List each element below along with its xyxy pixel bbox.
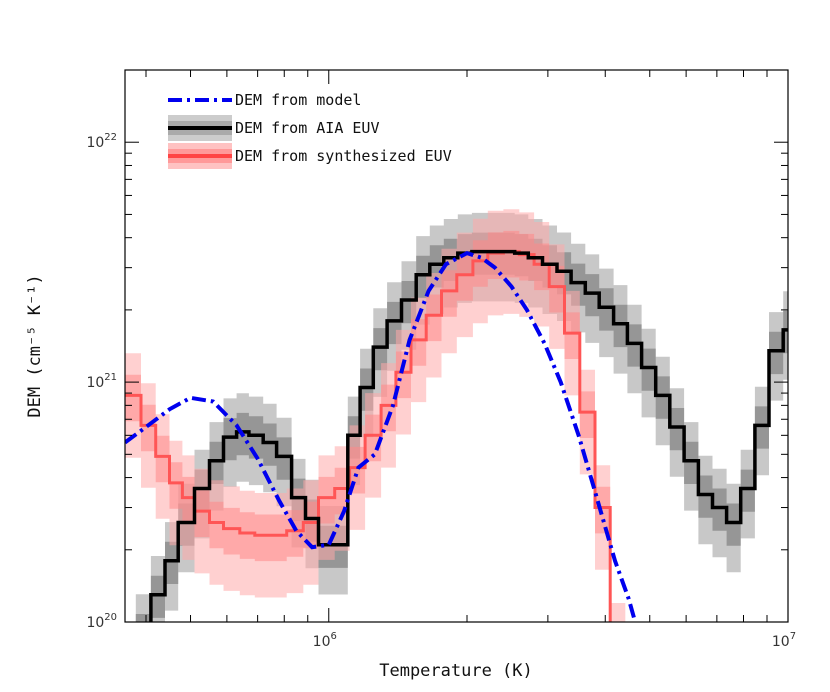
chart-legend: DEM from model DEM from AIA EUV DEM from s… — [168, 91, 452, 169]
series-line-model — [125, 250, 638, 622]
axis-ticks — [125, 69, 789, 623]
aia-band-inner — [135, 232, 788, 622]
legend-label: DEM from synthesized EUV — [235, 147, 452, 165]
x-tick-label: 107 — [772, 631, 796, 650]
plot-frame — [124, 69, 789, 623]
legend-label: DEM from AIA EUV — [235, 119, 380, 137]
y-axis-title: DEM (cm⁻⁵ K⁻¹) — [25, 274, 45, 417]
axis-tick-labels: 106 107 1020 1021 1022 — [86, 132, 796, 650]
series-lines — [125, 249, 788, 622]
y-tick-label: 1020 — [86, 612, 117, 631]
legend-label: DEM from model — [235, 91, 361, 109]
x-tick-label: 106 — [313, 631, 337, 650]
uncertainty-bands — [125, 209, 788, 622]
series-line-synthesized-euv — [125, 250, 612, 622]
series-line-aia-euv — [149, 249, 788, 622]
x-axis-title: Temperature (K) — [379, 661, 533, 681]
synth-band-inner — [125, 230, 611, 622]
y-tick-label: 1021 — [86, 372, 117, 391]
y-tick-label: 1022 — [86, 132, 117, 151]
